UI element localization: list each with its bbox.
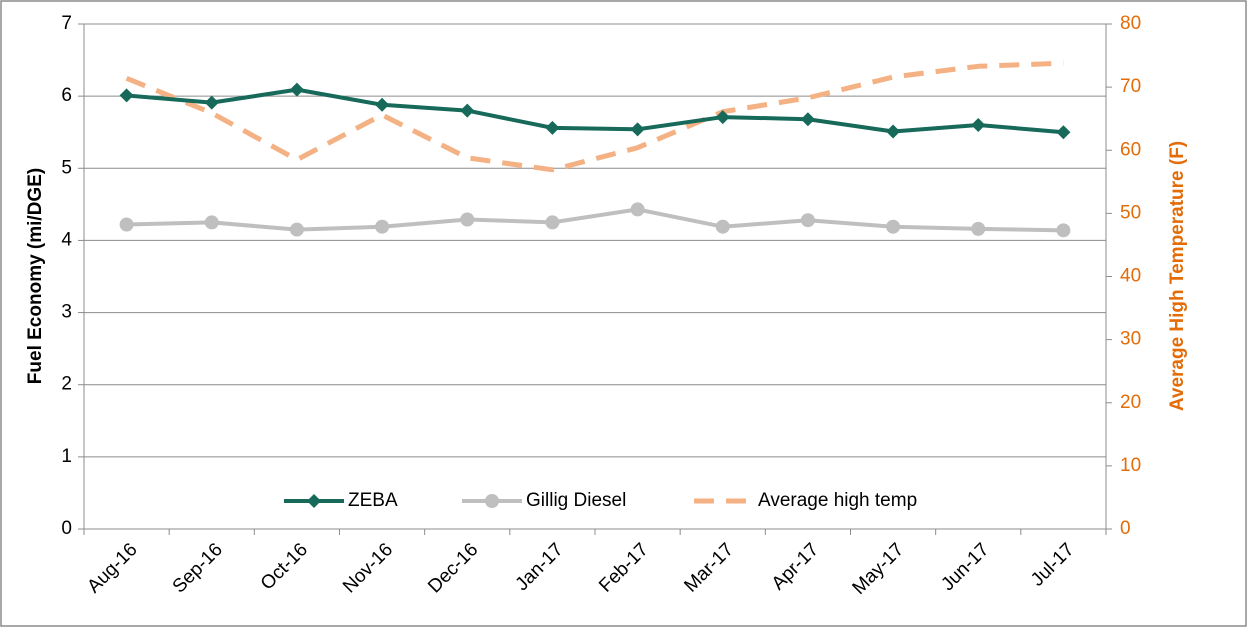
legend-label: ZEBA bbox=[348, 490, 398, 511]
legend-label: Average high temp bbox=[758, 490, 917, 511]
legend-marker bbox=[485, 494, 499, 508]
y2-tick-label: 50 bbox=[1120, 202, 1141, 223]
y2-tick-label: 40 bbox=[1120, 266, 1141, 287]
series-line bbox=[126, 87, 1064, 135]
y-tick-label: 3 bbox=[61, 302, 72, 323]
y-tick-label: 0 bbox=[61, 518, 72, 539]
y2-axis-title: Average High Temperature (F) bbox=[1167, 141, 1188, 411]
series-line bbox=[126, 207, 1064, 233]
y-tick-label: 7 bbox=[61, 13, 72, 34]
marker bbox=[545, 120, 560, 135]
marker bbox=[204, 215, 219, 230]
y2-tick-label: 30 bbox=[1120, 329, 1141, 350]
y2-tick-label: 20 bbox=[1120, 392, 1141, 413]
y2-tick-label: 10 bbox=[1120, 455, 1141, 476]
marker bbox=[204, 95, 219, 110]
marker bbox=[1056, 125, 1071, 140]
marker bbox=[119, 217, 134, 232]
marker bbox=[1056, 223, 1071, 238]
marker bbox=[460, 103, 475, 118]
marker bbox=[715, 219, 730, 234]
series-line bbox=[125, 60, 1064, 173]
marker bbox=[630, 122, 645, 137]
y-tick-label: 1 bbox=[61, 446, 72, 467]
marker bbox=[545, 215, 560, 230]
marker bbox=[375, 97, 390, 112]
y-tick-label: 5 bbox=[61, 157, 72, 178]
y2-tick-label: 0 bbox=[1120, 518, 1131, 539]
marker bbox=[886, 124, 901, 139]
marker bbox=[800, 213, 815, 228]
y2-tick-label: 60 bbox=[1120, 139, 1141, 160]
legend-label: Gillig Diesel bbox=[526, 490, 626, 511]
y-tick-label: 4 bbox=[61, 229, 72, 250]
marker bbox=[375, 219, 390, 234]
marker bbox=[886, 219, 901, 234]
marker bbox=[800, 112, 815, 127]
y2-tick-label: 70 bbox=[1120, 76, 1141, 97]
marker bbox=[460, 212, 475, 227]
marker bbox=[289, 82, 304, 97]
marker bbox=[630, 202, 645, 217]
y2-tick-label: 80 bbox=[1120, 13, 1141, 34]
marker bbox=[971, 118, 986, 132]
y-tick-label: 2 bbox=[61, 374, 72, 395]
y-axis-title: Fuel Economy (mi/DGE) bbox=[25, 168, 46, 384]
y-tick-label: 6 bbox=[61, 85, 72, 106]
marker bbox=[289, 222, 304, 237]
marker bbox=[971, 221, 986, 236]
legend-marker bbox=[307, 494, 321, 508]
marker bbox=[119, 88, 134, 103]
marker bbox=[715, 110, 730, 125]
